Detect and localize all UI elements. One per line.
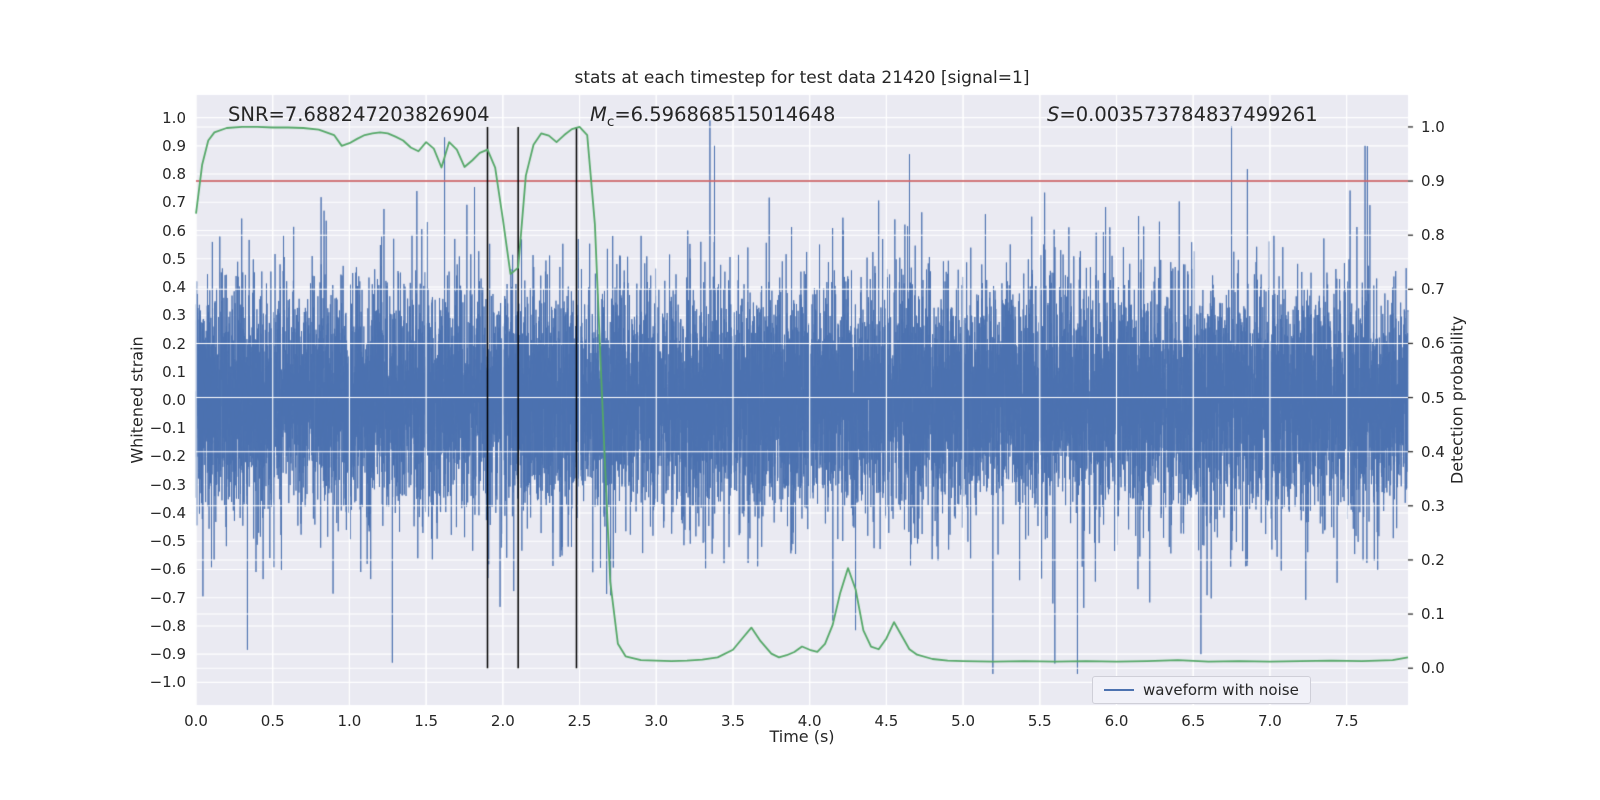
annotation-s-value: =0.003573784837499261 [1059, 103, 1318, 126]
annotation-snr-value: =7.688247203826904 [268, 103, 490, 126]
y-tick-left: 0.2 [162, 334, 186, 353]
x-tick: 3.5 [721, 712, 745, 730]
x-tick: 5.0 [951, 712, 976, 730]
x-tick: 2.0 [490, 712, 515, 730]
annotation-snr-label: SNR [228, 103, 269, 126]
y-tick-left: 0.5 [162, 249, 186, 268]
y-tick-left: 0.6 [162, 221, 186, 240]
legend-item-label: waveform with noise [1143, 681, 1299, 699]
y-axis-label-right: Detection probability [1447, 315, 1467, 485]
annotation-mc-value: =6.596868515014648 [614, 103, 836, 126]
y-tick-right: 0.9 [1421, 172, 1445, 191]
y-tick-left: −0.5 [149, 532, 186, 551]
x-tick: 2.5 [567, 712, 592, 730]
legend: waveform with noise [1092, 676, 1311, 704]
y-tick-right: 0.3 [1421, 496, 1445, 515]
legend-line-sample [1104, 689, 1134, 691]
y-tick-left: 0.1 [162, 362, 186, 381]
y-tick-right: 0.2 [1421, 550, 1445, 569]
annotation-s-label: S [1047, 103, 1060, 126]
y-tick-left: 0.7 [162, 193, 186, 212]
y-tick-left: −0.2 [149, 447, 186, 466]
chart-title: stats at each timestep for test data 214… [574, 68, 1030, 88]
y-tick-right: 0.6 [1421, 334, 1445, 353]
x-tick: 7.0 [1257, 712, 1282, 730]
y-tick-right: 0.1 [1421, 605, 1445, 624]
annotation-mc-subscript: c [606, 113, 615, 130]
annotation-mc-label: M [590, 103, 607, 126]
x-tick: 1.0 [337, 712, 362, 730]
y-tick-left: 1.0 [162, 108, 186, 127]
x-tick: 6.0 [1104, 712, 1129, 730]
y-tick-right: 0.7 [1421, 280, 1445, 299]
x-tick: 4.5 [874, 712, 899, 730]
x-tick: 7.5 [1334, 712, 1359, 730]
y-tick-left: −0.3 [149, 475, 186, 494]
y-tick-left: 0.8 [162, 165, 186, 184]
y-tick-left: 0.3 [162, 306, 186, 325]
x-tick: 4.0 [797, 712, 822, 730]
y-tick-right: 0.0 [1421, 659, 1445, 678]
y-tick-left: 0.4 [162, 278, 186, 297]
y-tick-left: −0.4 [149, 503, 186, 522]
x-tick: 3.0 [644, 712, 669, 730]
y-axis-label-left: Whitened strain [127, 336, 147, 464]
x-tick: 0.5 [260, 712, 285, 730]
y-tick-left: −0.7 [149, 588, 186, 607]
y-tick-left: 0.9 [162, 136, 186, 155]
annotation-snr: SNR=7.688247203826904 [228, 103, 490, 126]
y-tick-left: −0.6 [149, 560, 186, 579]
y-tick-right: 0.8 [1421, 226, 1445, 245]
annotation-chirp-mass: Mc=6.596868515014648 [590, 103, 835, 130]
x-axis-label: Time (s) [769, 727, 835, 746]
y-tick-right: 0.4 [1421, 442, 1445, 461]
x-tick: 1.5 [414, 712, 439, 730]
y-tick-left: 0.0 [162, 391, 186, 409]
y-tick-left: −0.1 [149, 419, 186, 438]
y-tick-right: 1.0 [1421, 117, 1445, 136]
annotation-s: S=0.003573784837499261 [1047, 103, 1318, 126]
y-tick-left: −0.9 [149, 645, 186, 664]
x-tick: 6.5 [1181, 712, 1206, 730]
y-tick-left: −0.8 [149, 616, 186, 635]
y-tick-right: 0.5 [1421, 388, 1445, 407]
x-tick: 5.5 [1027, 712, 1052, 730]
y-tick-left: −1.0 [149, 673, 186, 692]
x-tick: 0.0 [184, 712, 208, 730]
